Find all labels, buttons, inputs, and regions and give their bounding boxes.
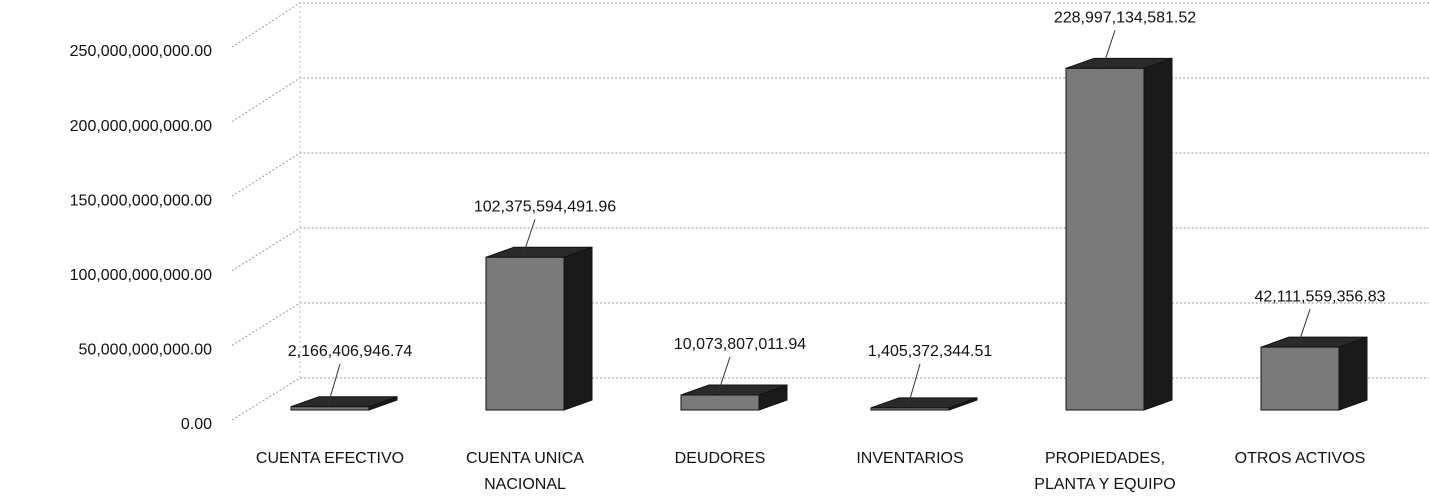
x-tick-label: PROPIEDADES, PLANTA Y EQUIPO [1034, 450, 1176, 493]
x-tick-label: DEUDORES [674, 450, 766, 467]
x-tick-label: CUENTA UNICA NACIONAL [466, 450, 584, 493]
bar [1065, 57, 1173, 411]
bar-side [563, 246, 593, 411]
bar-side [1143, 57, 1173, 411]
data-label: 10,073,807,011.94 [674, 336, 806, 353]
leader-line [327, 363, 341, 405]
grid-line [231, 227, 1429, 272]
bar-front [1260, 346, 1340, 411]
bar [485, 246, 593, 411]
bar [1260, 336, 1368, 411]
bar-front [1065, 67, 1145, 411]
x-tick-label: INVENTARIOS [856, 450, 964, 467]
bar-front [870, 407, 950, 411]
y-tick-label: 50,000,000,000.00 [79, 342, 213, 359]
data-label: 1,405,372,344.51 [868, 343, 993, 360]
leader-line [1102, 30, 1116, 67]
x-tick-label: CUENTA EFECTIVO [255, 450, 405, 467]
data-label: 102,375,594,491.96 [474, 198, 616, 215]
bar-front [680, 394, 760, 411]
data-label: 2,166,406,946.74 [288, 343, 413, 360]
y-tick-label: 250,000,000,000.00 [70, 43, 212, 60]
bar-side [1338, 336, 1368, 411]
bar-front [485, 256, 565, 411]
data-label: 228,997,134,581.52 [1054, 10, 1196, 27]
bar [290, 396, 398, 411]
grid-line [231, 377, 1429, 421]
bar-front [290, 406, 370, 411]
grid-line [231, 2, 1429, 48]
leader-line [717, 356, 731, 394]
y-tick-label: 0.00 [181, 416, 212, 433]
data-label: 42,111,559,356.83 [1254, 288, 1385, 305]
leader-line [1297, 309, 1311, 346]
x-tick-label: OTROS ACTIVOS [1234, 450, 1366, 467]
grid-line [231, 302, 1429, 346]
bar [870, 397, 978, 411]
y-tick-label: 100,000,000,000.00 [70, 267, 212, 284]
grid-line [231, 152, 1429, 197]
leader-line [522, 219, 536, 256]
bar-top [870, 397, 978, 409]
leader-line [907, 363, 921, 407]
grid-line [231, 77, 1429, 123]
y-tick-label: 150,000,000,000.00 [70, 192, 212, 209]
y-tick-label: 200,000,000,000.00 [70, 118, 212, 135]
bar [680, 384, 788, 411]
